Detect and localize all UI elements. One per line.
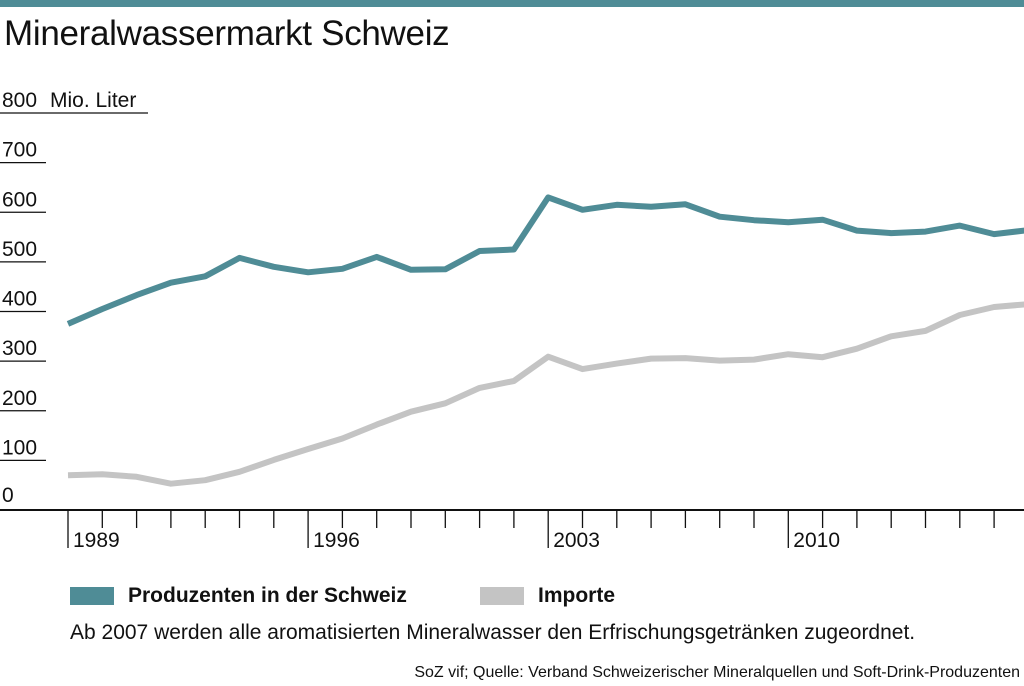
x-tick-label-1989: 1989 [73, 529, 120, 552]
legend-item-imports: Importe [480, 584, 615, 608]
x-tick-label-2003: 2003 [553, 529, 600, 552]
series-line-produzenten [66, 194, 1024, 327]
legend-label-imports: Importe [538, 584, 616, 607]
y-tick-label-0: 0 [2, 484, 14, 507]
source-credit: SoZ vif; Quelle: Verband Schweizerischer… [414, 664, 1020, 681]
legend-label-producers: Produzenten in der Schweiz [128, 584, 407, 607]
legend-swatch-imports [480, 587, 524, 605]
series-layer [66, 194, 1024, 487]
y-tick-label-500: 500 [2, 238, 37, 261]
line-chart: 0 100 200 300 400 500 600 700 800 Mio. Liter 1989… [0, 89, 1024, 552]
y-tick-label-400: 400 [2, 288, 37, 311]
x-tick-label-2010: 2010 [793, 529, 840, 552]
x-tick-label-1996: 1996 [313, 529, 360, 552]
y-tick-label-200: 200 [2, 387, 37, 410]
chart-title: Mineralwassermarkt Schweiz [4, 14, 450, 53]
footnote: Ab 2007 werden alle aromatisierten Miner… [70, 621, 916, 644]
legend-swatch-producers [70, 587, 114, 605]
x-axis: 19891996200320102017 [0, 509, 1024, 552]
y-axis-unit-label: Mio. Liter [50, 89, 136, 112]
legend-item-producers: Produzenten in der Schweiz [70, 584, 407, 608]
y-tick-label-300: 300 [2, 337, 37, 360]
top-accent-bar [0, 0, 1024, 7]
y-tick-label-100: 100 [2, 436, 37, 459]
y-tick-label-600: 600 [2, 188, 37, 211]
series-line-importe [67, 301, 1024, 487]
y-axis-ticks: 0 100 200 300 400 500 600 700 800 Mio. Liter [0, 89, 148, 507]
y-tick-label-700: 700 [2, 139, 37, 162]
y-tick-label-800: 800 [2, 89, 37, 112]
